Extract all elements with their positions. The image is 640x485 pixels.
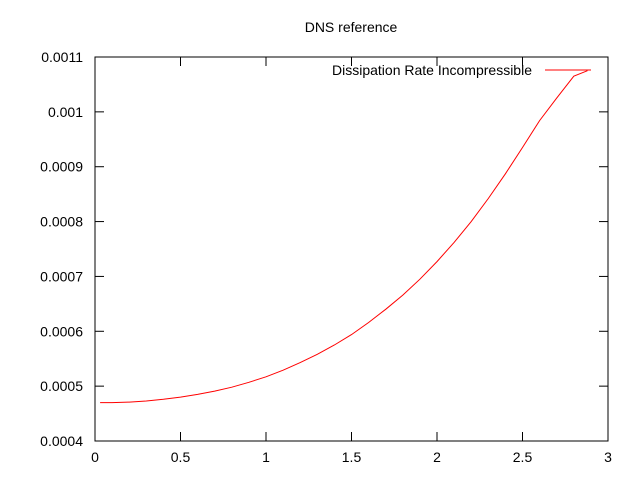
x-tick-label: 2: [433, 449, 441, 465]
x-tick-label: 1: [262, 449, 270, 465]
y-tick-label: 0.0008: [40, 214, 83, 230]
y-tick-label: 0.0009: [40, 159, 83, 175]
x-tick-label: 0.5: [171, 449, 191, 465]
y-tick-label: 0.0006: [40, 323, 83, 339]
y-tick-label: 0.0007: [40, 268, 83, 284]
x-axis: 0 0.5 1 1.5 2 2.5 3: [91, 57, 612, 465]
plot-frame: [94, 56, 609, 442]
y-tick-label: 0.001: [48, 104, 83, 120]
series-line: [100, 70, 588, 404]
legend-label: Dissipation Rate Incompressible: [332, 62, 532, 78]
chart-title: DNS reference: [305, 19, 398, 35]
x-tick-label: 2.5: [513, 449, 533, 465]
series-layer: [100, 70, 588, 404]
y-tick-label: 0.0004: [40, 433, 83, 449]
y-tick-label: 0.0005: [40, 378, 83, 394]
y-axis: 0.0004 0.0005 0.0006 0.0007 0.0008 0.0009 0.00…: [40, 49, 608, 449]
x-tick-label: 3: [604, 449, 612, 465]
x-tick-label: 1.5: [342, 449, 362, 465]
x-tick-label: 0: [91, 449, 99, 465]
legend: Dissipation Rate Incompressible: [332, 62, 591, 78]
y-tick-label: 0.0011: [41, 49, 83, 65]
